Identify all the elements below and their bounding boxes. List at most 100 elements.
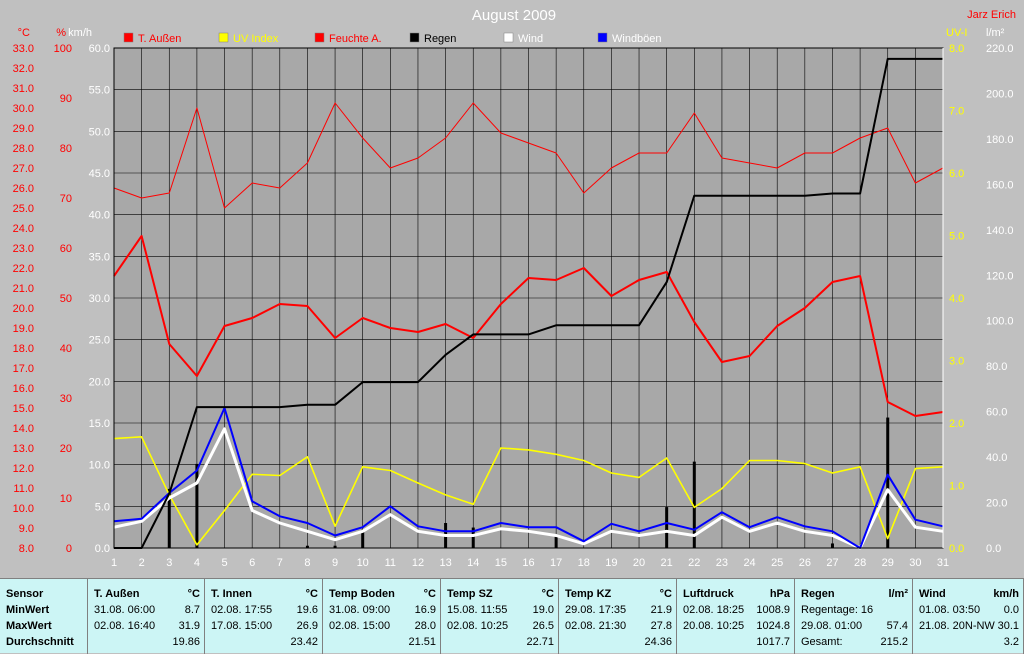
stats-block-unit: °C (187, 588, 200, 600)
x-tick-label: 11 (385, 557, 396, 569)
uv-tick-label: 0.0 (949, 543, 964, 555)
rain-tick-label: 180.0 (986, 134, 1014, 146)
stats-block-title: Luftdruck (683, 588, 734, 600)
series-line-windböen (113, 407, 944, 549)
rain-tick-label: 20.0 (986, 498, 1007, 510)
x-tick-label: 23 (716, 557, 728, 569)
rain-tick-label: 40.0 (986, 452, 1007, 464)
stats-min-time: 29.08. 17:35 (565, 604, 627, 616)
temp-tick-label: 8.0 (19, 543, 34, 555)
stats-max-time: 29.08. 01:00 (801, 620, 863, 632)
stats-label-avg: Durchschnitt (6, 636, 74, 648)
stats-min-time: 02.08. 17:55 (211, 604, 273, 616)
stats-avg-value: 215.2 (880, 636, 908, 648)
stats-max-value: 1024.8 (756, 620, 790, 632)
legend-swatch (409, 32, 420, 43)
temp-tick-label: 24.0 (13, 223, 34, 235)
x-tick-label: 3 (166, 557, 172, 569)
stats-min-time: Regentage: 16 (801, 604, 874, 616)
x-tick-label: 12 (412, 557, 424, 569)
x-tick-label: 4 (194, 557, 200, 569)
legend-swatch (597, 32, 608, 43)
rain-bar (554, 536, 558, 548)
humidity-tick-label: 80 (60, 143, 72, 155)
temp-tick-label: 20.0 (13, 303, 34, 315)
stats-label-sensor: Sensor (6, 588, 44, 600)
temp-tick-label: 25.0 (13, 203, 34, 215)
humidity-tick-label: 50 (60, 293, 72, 305)
rain-tick-label: 140.0 (986, 225, 1014, 237)
stats-max-value: 57.4 (886, 620, 908, 632)
stats-min-value: 21.9 (650, 604, 672, 616)
rain-bar (471, 527, 475, 548)
rain-bar (830, 543, 834, 548)
rain-tick-label: 200.0 (986, 88, 1014, 100)
legend-label: Regen (424, 33, 456, 45)
x-tick-label: 17 (550, 557, 562, 569)
stats-avg-value: 22.71 (526, 636, 554, 648)
stats-block-title: Wind (919, 588, 946, 600)
temp-tick-label: 15.0 (13, 403, 34, 415)
series-line-feuchte-a- (113, 102, 944, 209)
stats-avg-value: 19.86 (172, 636, 200, 648)
humidity-tick-label: 60 (60, 243, 72, 255)
legend-swatch (503, 32, 514, 43)
temp-tick-label: 21.0 (13, 283, 34, 295)
legend-label: UV Index (233, 33, 279, 45)
weather-chart: 33.032.031.030.029.028.027.026.025.024.0… (12, 7, 1016, 569)
rain-bar (665, 507, 669, 548)
stats-block-unit: °C (541, 588, 554, 600)
uv-tick-label: 6.0 (949, 168, 964, 180)
x-tick-label: 5 (221, 557, 227, 569)
stats-block-5: Luftdruck hPa 02.08. 18:25 1008.9 20.08. 10:… (677, 579, 795, 654)
temp-tick-label: 29.0 (13, 123, 34, 135)
temp-tick-label: 13.0 (13, 443, 34, 455)
x-tick-label: 16 (522, 557, 534, 569)
x-tick-label: 18 (578, 557, 590, 569)
x-tick-label: 21 (661, 557, 673, 569)
stats-min-value: 8.7 (184, 604, 200, 616)
temp-tick-label: 9.0 (19, 523, 34, 535)
stats-block-title: Temp SZ (447, 588, 493, 600)
rain-tick-label: 160.0 (986, 179, 1014, 191)
temp-tick-label: 16.0 (13, 383, 34, 395)
rain-tick-label: 0.0 (986, 543, 1001, 555)
stats-max-time: 02.08. 21:30 (565, 620, 627, 632)
stats-block-unit: km/h (993, 588, 1019, 600)
stats-block-unit: °C (659, 588, 672, 600)
stats-max-value: 27.8 (650, 620, 672, 632)
wind-tick-label: 15.0 (89, 418, 110, 430)
uv-tick-label: 3.0 (949, 356, 964, 368)
uv-tick-label: 4.0 (949, 293, 964, 305)
stats-block-title: Regen (801, 588, 835, 600)
rain-tick-label: 120.0 (986, 270, 1014, 282)
stats-label-column: Sensor MinWert MaxWert Durchschnitt (0, 579, 88, 654)
rain-bar (361, 529, 365, 548)
stats-block-unit: °C (305, 588, 318, 600)
wind-unit-label: km/h (68, 27, 92, 39)
x-tick-label: 19 (605, 557, 617, 569)
stats-block-1: T. Innen °C 02.08. 17:55 19.6 17.08. 15:00 26… (205, 579, 323, 654)
x-tick-label: 2 (139, 557, 145, 569)
series-line-uv-index (113, 435, 944, 546)
legend-label: Wind (518, 33, 543, 45)
rain-tick-label: 60.0 (986, 407, 1007, 419)
stats-max-value: 28.0 (414, 620, 436, 632)
humidity-tick-label: 30 (60, 393, 72, 405)
axes: 33.032.031.030.029.028.027.026.025.024.0… (13, 27, 1014, 569)
wind-tick-label: 30.0 (89, 293, 110, 305)
wind-tick-label: 10.0 (89, 460, 110, 472)
uv-tick-label: 7.0 (949, 106, 964, 118)
stats-block-title: T. Innen (211, 588, 252, 600)
stats-max-time: 02.08. 10:25 (447, 620, 509, 632)
legend-swatch (123, 32, 134, 43)
temp-tick-label: 22.0 (13, 263, 34, 275)
humidity-tick-label: 10 (60, 493, 72, 505)
stats-max-value: 31.9 (178, 620, 200, 632)
temp-tick-label: 27.0 (13, 163, 34, 175)
x-tick-label: 28 (854, 557, 866, 569)
rain-tick-label: 220.0 (986, 43, 1014, 55)
x-tick-label: 20 (633, 557, 645, 569)
temp-tick-label: 30.0 (13, 103, 34, 115)
x-tick-label: 30 (909, 557, 921, 569)
